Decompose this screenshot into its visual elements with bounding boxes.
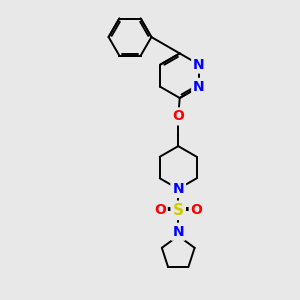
Text: N: N (172, 182, 184, 196)
Text: N: N (193, 80, 205, 94)
Text: O: O (191, 203, 203, 217)
Text: O: O (154, 203, 166, 217)
Text: N: N (193, 58, 205, 71)
Text: O: O (172, 110, 184, 123)
Text: S: S (173, 203, 184, 218)
Text: N: N (172, 225, 184, 239)
